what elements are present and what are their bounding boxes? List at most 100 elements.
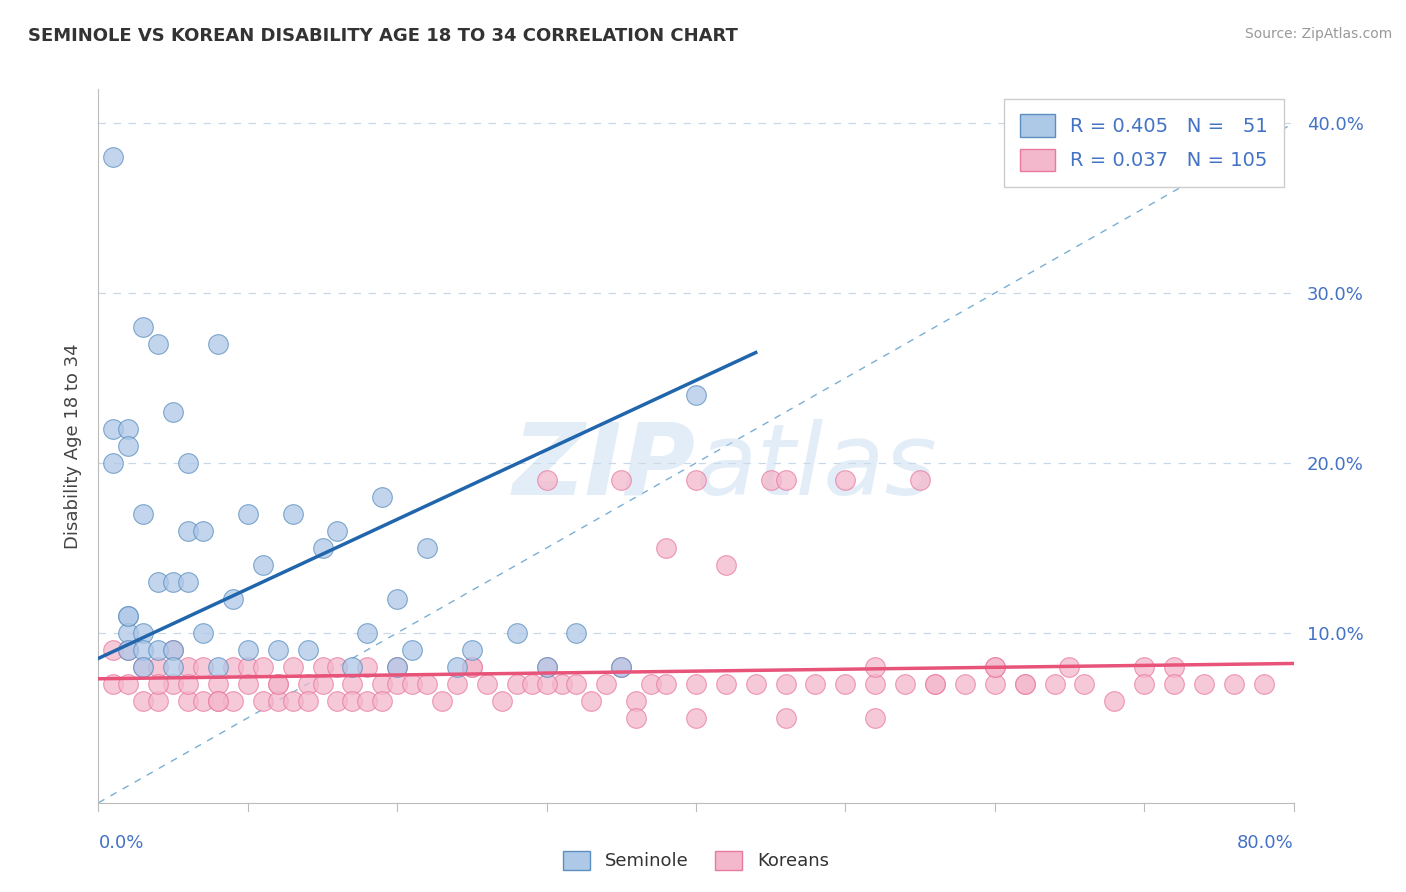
Point (281, 660, 304, 674)
Point (342, 677, 364, 691)
Point (983, 660, 1005, 674)
Point (520, 677, 543, 691)
Point (191, 524, 214, 538)
Point (461, 660, 484, 674)
Point (446, 677, 468, 691)
Point (714, 558, 737, 572)
Point (834, 677, 856, 691)
Point (148, 660, 170, 674)
Point (610, 660, 633, 674)
Point (177, 660, 200, 674)
Point (236, 677, 259, 691)
Point (236, 643, 259, 657)
Point (103, 422, 125, 436)
Point (342, 694, 364, 708)
Point (565, 677, 588, 691)
Point (536, 660, 558, 674)
Point (908, 473, 931, 487)
Point (759, 473, 782, 487)
Point (775, 473, 797, 487)
Point (371, 490, 394, 504)
Point (117, 608, 139, 623)
Point (356, 660, 378, 674)
Point (117, 439, 139, 453)
Point (894, 677, 917, 691)
Point (865, 660, 887, 674)
Point (610, 473, 633, 487)
Text: SEMINOLE VS KOREAN DISABILITY AGE 18 TO 34 CORRELATION CHART: SEMINOLE VS KOREAN DISABILITY AGE 18 TO … (28, 27, 738, 45)
Point (162, 660, 184, 674)
Point (624, 711, 647, 725)
Point (430, 694, 453, 708)
Point (311, 541, 333, 555)
Point (714, 677, 737, 691)
Point (804, 677, 827, 691)
Legend: Seminole, Koreans: Seminole, Koreans (554, 842, 838, 880)
Point (775, 711, 797, 725)
Point (148, 677, 170, 691)
Point (252, 558, 274, 572)
Point (685, 388, 707, 402)
Point (385, 677, 409, 691)
Point (624, 694, 647, 708)
Point (236, 660, 259, 674)
Point (311, 660, 333, 674)
Point (117, 643, 139, 657)
Point (267, 643, 290, 657)
Point (326, 660, 349, 674)
Point (371, 677, 394, 691)
Point (207, 694, 229, 708)
Point (595, 677, 617, 691)
Point (475, 677, 498, 691)
Point (924, 677, 946, 691)
Point (416, 541, 439, 555)
Point (834, 473, 856, 487)
Point (745, 677, 768, 691)
Point (1104, 694, 1126, 708)
Point (132, 626, 155, 640)
Point (550, 677, 572, 691)
Point (685, 711, 707, 725)
Point (491, 694, 513, 708)
Point (117, 626, 139, 640)
Point (207, 677, 229, 691)
Point (103, 643, 125, 657)
Point (177, 574, 200, 589)
Y-axis label: Disability Age 18 to 34: Disability Age 18 to 34 (63, 343, 82, 549)
Point (132, 660, 155, 674)
Point (177, 694, 200, 708)
Point (536, 677, 558, 691)
Point (191, 660, 214, 674)
Point (132, 694, 155, 708)
Point (356, 694, 378, 708)
Text: Source: ZipAtlas.com: Source: ZipAtlas.com (1244, 27, 1392, 41)
Point (401, 677, 423, 691)
Point (117, 677, 139, 691)
Point (655, 677, 678, 691)
Point (281, 507, 304, 521)
Point (385, 660, 409, 674)
Point (1043, 677, 1066, 691)
Point (148, 694, 170, 708)
Point (207, 694, 229, 708)
Point (162, 677, 184, 691)
Point (416, 677, 439, 691)
Point (148, 337, 170, 351)
Point (132, 507, 155, 521)
Point (267, 677, 290, 691)
Point (297, 694, 319, 708)
Point (297, 643, 319, 657)
Point (191, 694, 214, 708)
Point (461, 660, 484, 674)
Point (162, 405, 184, 419)
Point (1014, 677, 1036, 691)
Point (252, 660, 274, 674)
Point (132, 660, 155, 674)
Point (207, 660, 229, 674)
Point (1192, 677, 1215, 691)
Point (1059, 660, 1081, 674)
Point (117, 608, 139, 623)
Point (191, 626, 214, 640)
Point (983, 660, 1005, 674)
Point (162, 574, 184, 589)
